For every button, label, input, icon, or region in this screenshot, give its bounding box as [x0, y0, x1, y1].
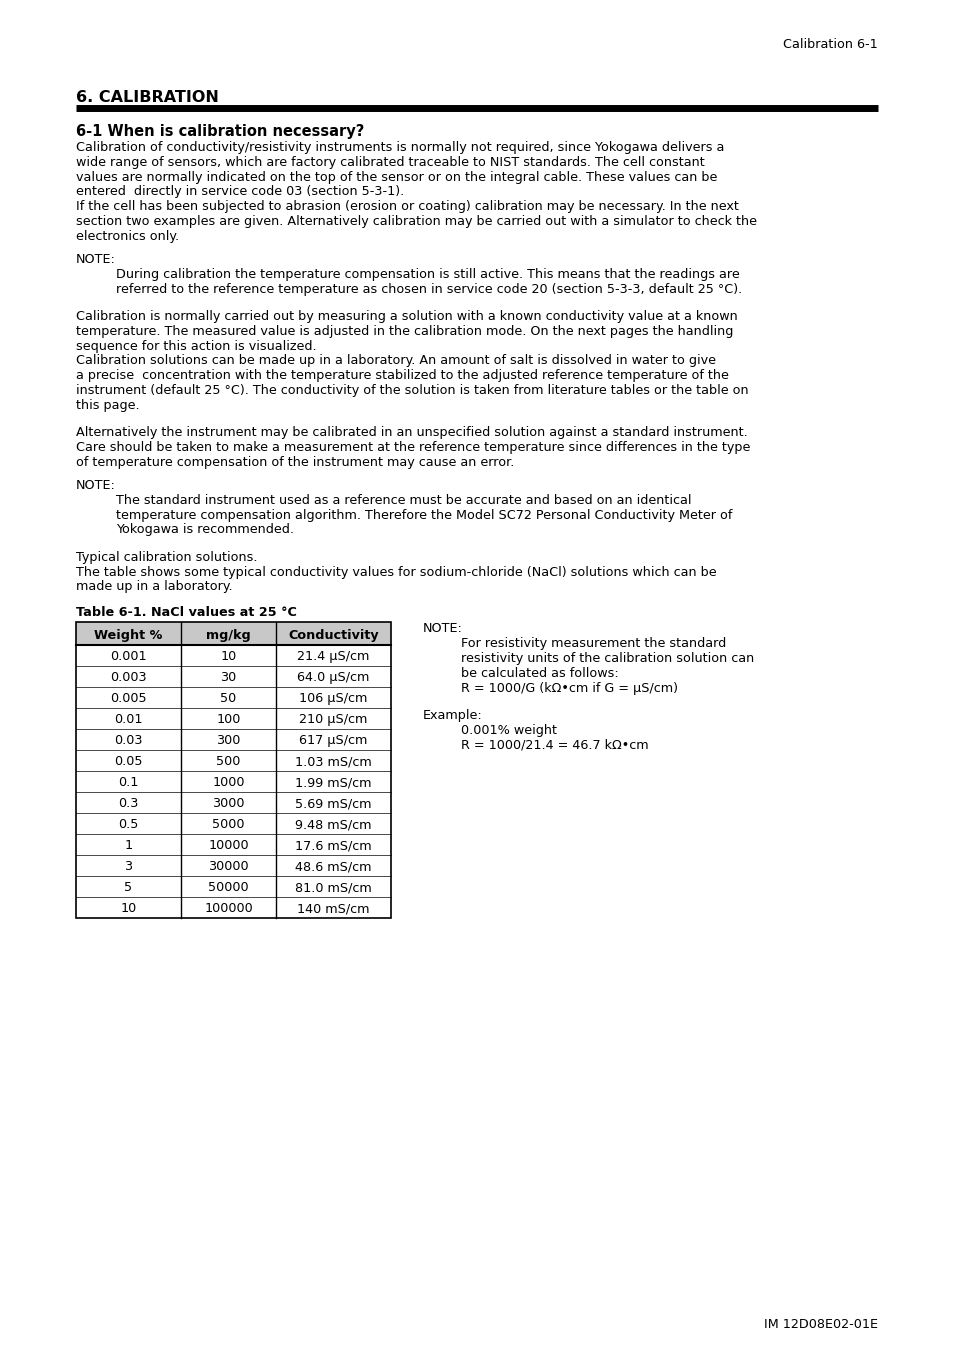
Text: 100: 100 [216, 713, 240, 726]
Text: 617 μS/cm: 617 μS/cm [299, 734, 367, 748]
Text: 10000: 10000 [208, 840, 249, 852]
Text: 0.05: 0.05 [114, 756, 143, 768]
Text: referred to the reference temperature as chosen in service code 20 (section 5-3-: referred to the reference temperature as… [116, 282, 741, 296]
Text: 5.69 mS/cm: 5.69 mS/cm [294, 798, 372, 810]
Text: entered  directly in service code 03 (section 5-3-1).: entered directly in service code 03 (sec… [76, 185, 404, 198]
Text: R = 1000/G (kΩ•cm if G = μS/cm): R = 1000/G (kΩ•cm if G = μS/cm) [460, 682, 678, 695]
Text: 106 μS/cm: 106 μS/cm [299, 693, 367, 706]
Text: 81.0 mS/cm: 81.0 mS/cm [294, 882, 372, 895]
Text: NOTE:: NOTE: [422, 622, 462, 636]
Text: Calibration is normally carried out by measuring a solution with a known conduct: Calibration is normally carried out by m… [76, 310, 737, 323]
Text: 17.6 mS/cm: 17.6 mS/cm [294, 840, 372, 852]
Text: section two examples are given. Alternatively calibration may be carried out wit: section two examples are given. Alternat… [76, 215, 757, 228]
Text: 21.4 μS/cm: 21.4 μS/cm [297, 651, 370, 663]
Text: sequence for this action is visualized.: sequence for this action is visualized. [76, 340, 316, 352]
Text: 210 μS/cm: 210 μS/cm [299, 713, 367, 726]
Text: mg/kg: mg/kg [206, 629, 251, 643]
Text: Typical calibration solutions.: Typical calibration solutions. [76, 551, 257, 564]
Text: electronics only.: electronics only. [76, 230, 179, 243]
Text: 140 mS/cm: 140 mS/cm [297, 902, 370, 915]
Text: Calibration 6-1: Calibration 6-1 [782, 38, 877, 51]
Text: 6-1 When is calibration necessary?: 6-1 When is calibration necessary? [76, 124, 364, 139]
Text: 0.001: 0.001 [111, 651, 147, 663]
Text: be calculated as follows:: be calculated as follows: [460, 667, 618, 680]
Text: 0.01: 0.01 [114, 713, 143, 726]
Text: Alternatively the instrument may be calibrated in an unspecified solution agains: Alternatively the instrument may be cali… [76, 427, 747, 439]
Text: 300: 300 [216, 734, 240, 748]
Text: 0.5: 0.5 [118, 818, 138, 832]
Text: 48.6 mS/cm: 48.6 mS/cm [294, 860, 372, 873]
Text: 0.001% weight: 0.001% weight [460, 724, 557, 737]
Text: NOTE:: NOTE: [76, 252, 115, 266]
Text: 30000: 30000 [208, 860, 249, 873]
Text: 5000: 5000 [212, 818, 245, 832]
Text: 500: 500 [216, 756, 240, 768]
Text: 3000: 3000 [212, 798, 245, 810]
Text: 0.1: 0.1 [118, 776, 138, 790]
Text: wide range of sensors, which are factory calibrated traceable to NIST standards.: wide range of sensors, which are factory… [76, 155, 704, 169]
Text: Table 6-1. NaCl values at 25 °C: Table 6-1. NaCl values at 25 °C [76, 606, 296, 620]
Text: 30: 30 [220, 671, 236, 684]
Text: 5: 5 [124, 882, 132, 895]
Text: 1.03 mS/cm: 1.03 mS/cm [294, 756, 372, 768]
Text: Calibration solutions can be made up in a laboratory. An amount of salt is disso: Calibration solutions can be made up in … [76, 355, 716, 367]
Text: 0.03: 0.03 [114, 734, 143, 748]
Text: IM 12D08E02-01E: IM 12D08E02-01E [763, 1318, 877, 1331]
Text: Care should be taken to make a measurement at the reference temperature since di: Care should be taken to make a measureme… [76, 441, 750, 454]
Text: Conductivity: Conductivity [288, 629, 378, 643]
Text: 1.99 mS/cm: 1.99 mS/cm [294, 776, 372, 790]
Text: The table shows some typical conductivity values for sodium-chloride (NaCl) solu: The table shows some typical conductivit… [76, 566, 716, 579]
Text: 6. CALIBRATION: 6. CALIBRATION [76, 90, 218, 105]
Text: 0.005: 0.005 [111, 693, 147, 706]
Text: 50: 50 [220, 693, 236, 706]
Text: NOTE:: NOTE: [76, 479, 115, 491]
Text: resistivity units of the calibration solution can: resistivity units of the calibration sol… [460, 652, 754, 666]
Text: a precise  concentration with the temperature stabilized to the adjusted referen: a precise concentration with the tempera… [76, 369, 728, 382]
Text: 0.3: 0.3 [118, 798, 138, 810]
Text: The standard instrument used as a reference must be accurate and based on an ide: The standard instrument used as a refere… [116, 494, 691, 506]
Text: temperature compensation algorithm. Therefore the Model SC72 Personal Conductivi: temperature compensation algorithm. Ther… [116, 509, 732, 521]
Bar [76, 622, 391, 918]
Text: this page.: this page. [76, 398, 139, 412]
Text: Calibration of conductivity/resistivity instruments is normally not required, si: Calibration of conductivity/resistivity … [76, 140, 723, 154]
Text: 50000: 50000 [208, 882, 249, 895]
Text: Example:: Example: [422, 709, 482, 722]
Text: Weight %: Weight % [94, 629, 163, 643]
Text: R = 1000/21.4 = 46.7 kΩ•cm: R = 1000/21.4 = 46.7 kΩ•cm [460, 738, 648, 752]
Bar [76, 622, 391, 645]
Text: 100000: 100000 [204, 902, 253, 915]
Text: 1: 1 [124, 840, 132, 852]
Text: 10: 10 [220, 651, 236, 663]
Text: 10: 10 [120, 902, 136, 915]
Text: made up in a laboratory.: made up in a laboratory. [76, 580, 233, 594]
Text: of temperature compensation of the instrument may cause an error.: of temperature compensation of the instr… [76, 456, 514, 468]
Text: 64.0 μS/cm: 64.0 μS/cm [297, 671, 370, 684]
Text: instrument (default 25 °C). The conductivity of the solution is taken from liter: instrument (default 25 °C). The conducti… [76, 383, 748, 397]
Text: For resistivity measurement the standard: For resistivity measurement the standard [460, 637, 725, 651]
Text: 0.003: 0.003 [111, 671, 147, 684]
Text: During calibration the temperature compensation is still active. This means that: During calibration the temperature compe… [116, 267, 739, 281]
Text: values are normally indicated on the top of the sensor or on the integral cable.: values are normally indicated on the top… [76, 170, 717, 184]
Text: 9.48 mS/cm: 9.48 mS/cm [294, 818, 372, 832]
Text: temperature. The measured value is adjusted in the calibration mode. On the next: temperature. The measured value is adjus… [76, 325, 733, 338]
Text: 1000: 1000 [212, 776, 245, 790]
Text: If the cell has been subjected to abrasion (erosion or coating) calibration may : If the cell has been subjected to abrasi… [76, 200, 739, 213]
Text: Yokogawa is recommended.: Yokogawa is recommended. [116, 524, 294, 536]
Text: 3: 3 [124, 860, 132, 873]
